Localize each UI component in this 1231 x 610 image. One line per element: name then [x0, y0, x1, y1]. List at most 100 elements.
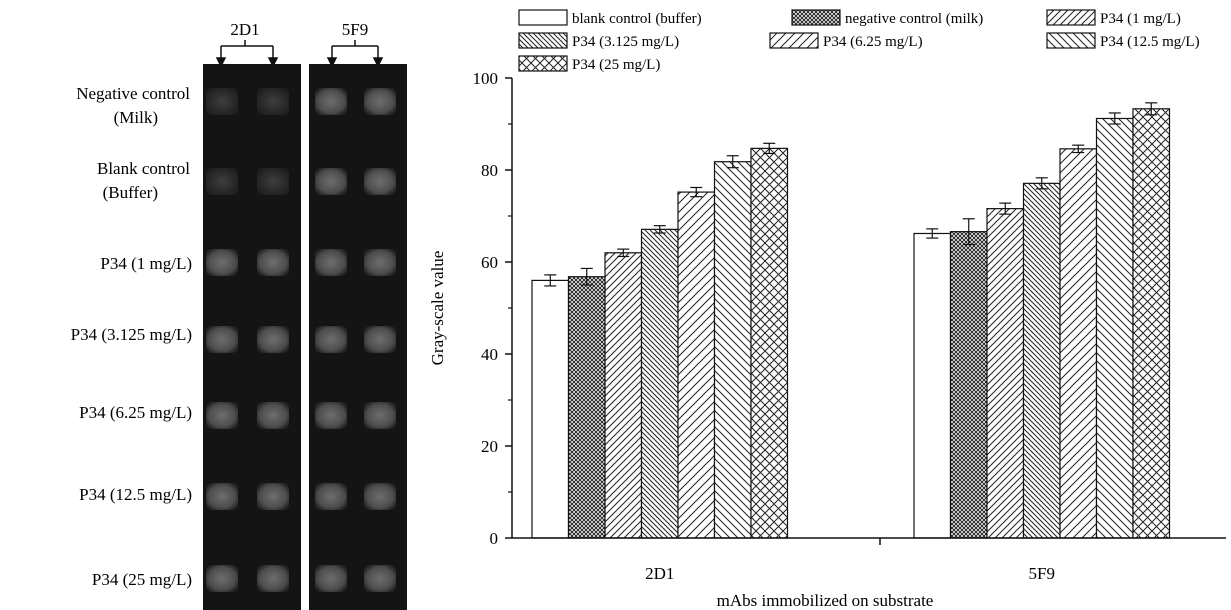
blot-row-label-p34-625: P34 (6.25 mg/L) [79, 403, 192, 422]
blot-spot [364, 565, 396, 592]
blot-spot [257, 88, 289, 115]
bar-2D1-series-4 [640, 228, 679, 539]
legend-item: P34 (25 mg/L) [518, 55, 660, 73]
bar-2D1-series-6 [713, 161, 752, 539]
blot-spot [206, 249, 238, 276]
blot-row-label-blank-sub: (Buffer) [103, 183, 158, 202]
blot-spot [315, 88, 347, 115]
y-tick-label: 40 [481, 345, 498, 364]
bar-chart: 0 20 40 60 80 100 2D1 5F9 mAbs immobilized on … [428, 9, 1226, 610]
blot-spot [206, 483, 238, 510]
bar-series [531, 108, 1171, 539]
blot-spot [257, 168, 289, 195]
legend-label: negative control (milk) [845, 11, 983, 27]
legend-item: P34 (3.125 mg/L) [518, 32, 679, 50]
blot-spots [206, 88, 396, 592]
blot-spot [206, 88, 238, 115]
legend-swatch [518, 9, 568, 26]
blot-spot [206, 326, 238, 353]
error-bars [544, 102, 1158, 287]
y-tick-label: 100 [473, 69, 499, 88]
error-bar [1035, 177, 1048, 190]
blot-spot [206, 402, 238, 429]
blot-spot [206, 565, 238, 592]
y-tick-label: 80 [481, 161, 498, 180]
bar-5F9-series-5 [1059, 148, 1098, 539]
error-bar [1072, 144, 1085, 154]
bar-5F9-series-1 [913, 232, 952, 539]
bar-5F9-series-2 [949, 231, 988, 539]
legend-label: blank control (buffer) [572, 11, 702, 27]
bar-2D1-series-2 [567, 276, 606, 539]
error-bar [1108, 112, 1121, 125]
error-bar [690, 186, 703, 198]
blot-spot [206, 168, 238, 195]
x-tick-label-2D1: 2D1 [645, 564, 674, 583]
bar-5F9-series-7 [1132, 108, 1171, 539]
legend-swatch [518, 32, 568, 49]
bar-2D1-series-3 [604, 252, 643, 539]
legend-item: P34 (1 mg/L) [1046, 9, 1181, 27]
y-tick-label: 60 [481, 253, 498, 272]
error-bar [1145, 102, 1158, 116]
bar-5F9-series-6 [1095, 117, 1134, 539]
legend-swatch [791, 9, 841, 26]
blot-spot [364, 402, 396, 429]
error-bar [763, 142, 776, 155]
error-bar [544, 274, 557, 287]
bar-2D1-series-1 [531, 279, 570, 539]
blot-spot [257, 565, 289, 592]
error-bar [617, 248, 630, 258]
legend-item: blank control (buffer) [518, 9, 702, 27]
blot-row-label-p34-3125: P34 (3.125 mg/L) [71, 325, 192, 344]
blot-spot [364, 326, 396, 353]
bar-2D1-series-7 [750, 147, 789, 539]
blot-spot [364, 249, 396, 276]
blot-row-label-negative-sub: (Milk) [114, 108, 158, 127]
blot-spot [315, 402, 347, 429]
bar-5F9-series-4 [1022, 182, 1061, 539]
blot-spot [315, 565, 347, 592]
error-bar [962, 218, 975, 246]
chart-legend: blank control (buffer) negative control (… [518, 9, 1200, 73]
x-axis-tick-labels: 2D1 5F9 [645, 564, 1055, 583]
legend-item: P34 (6.25 mg/L) [769, 32, 923, 50]
blot-spot [257, 326, 289, 353]
y-axis-title: Gray-scale value [428, 251, 447, 366]
legend-item: negative control (milk) [791, 9, 983, 27]
x-axis-title: mAbs immobilized on substrate [717, 591, 934, 610]
legend-swatch [1046, 9, 1096, 26]
legend-item: P34 (12.5 mg/L) [1046, 32, 1200, 50]
x-tick-label-5F9: 5F9 [1029, 564, 1055, 583]
legend-label: P34 (6.25 mg/L) [823, 34, 923, 50]
y-axis-ticks: 0 20 40 60 80 100 [473, 69, 512, 548]
blot-column-label-2D1: 2D1 [230, 20, 259, 39]
blot-row-label-p34-1: P34 (1 mg/L) [100, 254, 192, 273]
legend-swatch [1046, 32, 1096, 49]
blot-row-label-blank: Blank control [97, 159, 190, 178]
blot-spot [257, 402, 289, 429]
legend-swatch [518, 55, 568, 72]
error-bar [580, 267, 593, 286]
blot-panel: Negative control (Milk) Blank control (B… [71, 20, 407, 610]
legend-label: P34 (25 mg/L) [572, 57, 660, 73]
blot-row-label-negative: Negative control [76, 84, 190, 103]
blot-spot [257, 483, 289, 510]
error-bar [926, 228, 939, 239]
bar-2D1-series-5 [677, 191, 716, 539]
legend-label: P34 (1 mg/L) [1100, 11, 1181, 27]
legend-label: P34 (3.125 mg/L) [572, 34, 679, 50]
legend-label: P34 (12.5 mg/L) [1100, 34, 1200, 50]
blot-column-label-5F9: 5F9 [342, 20, 368, 39]
blot-column-arrow-5F9 [326, 40, 384, 68]
y-tick-label: 20 [481, 437, 498, 456]
blot-spot [315, 249, 347, 276]
blot-spot [315, 168, 347, 195]
y-tick-label: 0 [490, 529, 499, 548]
bar-5F9-series-3 [986, 208, 1025, 539]
blot-spot [257, 249, 289, 276]
blot-row-label-p34-25: P34 (25 mg/L) [92, 570, 192, 589]
error-bar [653, 225, 666, 234]
blot-spot [315, 326, 347, 353]
